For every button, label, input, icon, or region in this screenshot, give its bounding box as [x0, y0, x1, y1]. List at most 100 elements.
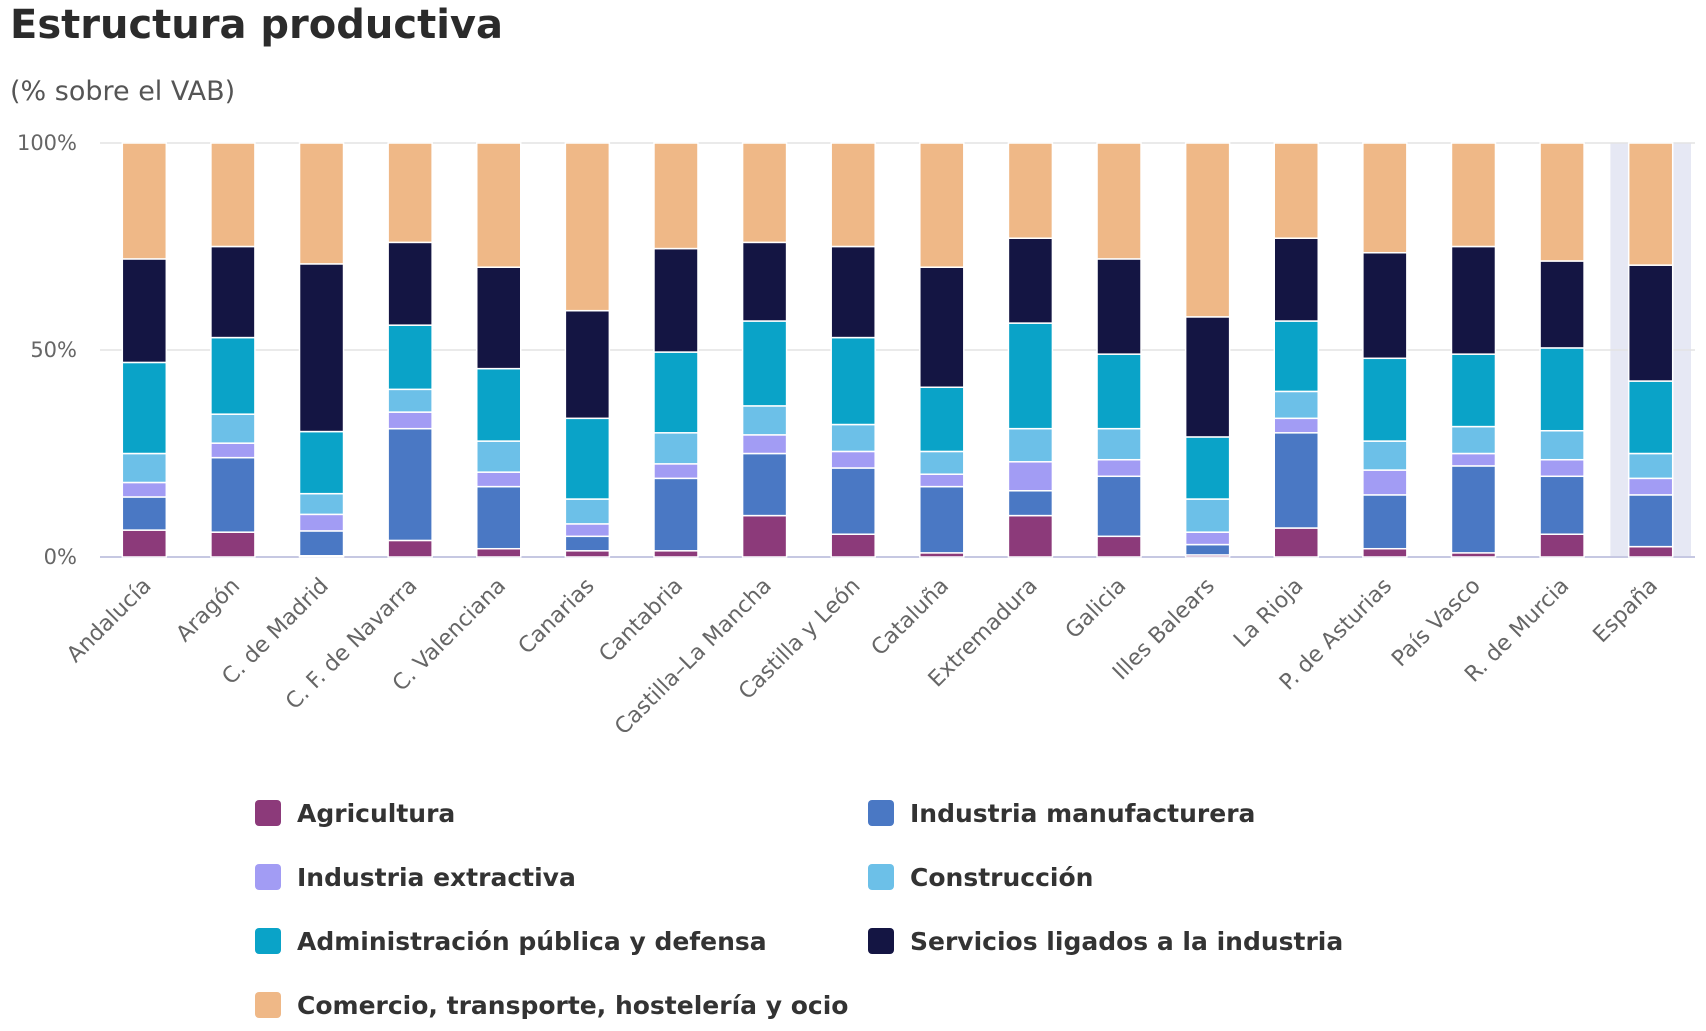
- bar-segment: [653, 351, 699, 434]
- bar-segment: [919, 266, 965, 389]
- bar-segment: [1627, 142, 1674, 266]
- legend-label: Industria manufacturera: [910, 799, 1255, 828]
- bar-segment: [298, 430, 345, 495]
- bar-segment: [1007, 461, 1054, 492]
- bar-segment: [476, 547, 522, 558]
- bar-segment: [1450, 425, 1497, 455]
- bar-segment: [1450, 353, 1497, 428]
- bar-segment: [741, 434, 788, 455]
- bar-segment: [1362, 440, 1408, 471]
- chart-subtitle: (% sobre el VAB): [10, 76, 235, 107]
- bar-segment: [387, 539, 433, 558]
- bar-segment: [919, 473, 965, 488]
- bar-segment: [1184, 436, 1231, 500]
- x-tick-label: Andalucía: [62, 574, 156, 668]
- bar-segment: [387, 241, 433, 326]
- bar-segment: [298, 513, 345, 532]
- bar-segment: [121, 258, 168, 364]
- bar-segment: [653, 463, 699, 480]
- bar-segment: [1184, 142, 1231, 318]
- bar-segment: [1273, 432, 1319, 529]
- legend-swatch: [255, 928, 281, 954]
- bar-segment: [298, 263, 345, 433]
- bar-segment: [830, 423, 876, 453]
- bar-segment: [210, 245, 256, 339]
- bar-segment: [387, 411, 433, 430]
- legend-label: Comercio, transporte, hostelería y ocio: [297, 991, 848, 1020]
- bar-segment: [1627, 264, 1674, 382]
- bar-segment: [1539, 142, 1585, 262]
- bar-segment: [1096, 258, 1142, 355]
- bar-segment: [298, 530, 345, 557]
- bar-segment: [1450, 142, 1497, 248]
- bar-segment: [1539, 429, 1585, 461]
- bar-segment: [1007, 142, 1054, 239]
- bar-segment: [1362, 547, 1408, 558]
- bar-segment: [830, 533, 876, 558]
- bar-segment: [1007, 237, 1054, 324]
- legend-label: Administración pública y defensa: [297, 927, 767, 956]
- bar-segment: [1273, 237, 1319, 322]
- legend-swatch: [868, 928, 894, 954]
- bar-segment: [210, 336, 256, 415]
- bar-segment: [1539, 475, 1585, 535]
- bar-segment: [564, 417, 611, 500]
- bar-segment: [1362, 494, 1408, 550]
- x-tick-label: Castilla–La Mancha: [610, 574, 776, 740]
- bar-segment: [741, 241, 788, 322]
- bar-segment: [1007, 490, 1054, 517]
- bar-segment: [1007, 322, 1054, 430]
- bar-segment: [1184, 543, 1231, 556]
- bar-segment: [121, 529, 168, 558]
- bar-segment: [210, 442, 256, 459]
- bar-segment: [476, 440, 522, 473]
- bar-segment: [1627, 452, 1674, 480]
- bar-segment: [564, 550, 611, 558]
- bar-segment: [830, 245, 876, 339]
- bar-segment: [741, 142, 788, 244]
- bar-segment: [210, 413, 256, 444]
- x-tick-label: Galicia: [1061, 574, 1131, 644]
- legend-swatch: [255, 992, 281, 1018]
- bar-segment: [1627, 494, 1674, 548]
- bar-segment: [653, 247, 699, 353]
- bar-segment: [1184, 316, 1231, 438]
- bar-segment: [387, 427, 433, 542]
- bar-segment: [564, 523, 611, 538]
- bar-segment: [387, 388, 433, 413]
- bar-segment: [1362, 251, 1408, 360]
- bar-segment: [564, 309, 611, 420]
- bar-segment: [121, 481, 168, 498]
- bar-segment: [1096, 535, 1142, 558]
- bar-segment: [1450, 452, 1497, 467]
- bar-segment: [653, 550, 699, 558]
- bar-segment: [741, 514, 788, 558]
- legend-swatch: [868, 864, 894, 890]
- x-tick-label: Canarias: [514, 574, 600, 660]
- bar-segment: [476, 266, 522, 370]
- bar-segment: [564, 142, 611, 312]
- bar-segment: [1096, 142, 1142, 260]
- bar-segment: [1273, 320, 1319, 393]
- bar-segment: [1362, 142, 1408, 254]
- bar-segment: [121, 496, 168, 531]
- bar-segment: [1539, 260, 1585, 349]
- bar-segment: [298, 492, 345, 516]
- bar-segment: [476, 471, 522, 488]
- x-tick-label: Cantabria: [595, 574, 689, 668]
- bar-segment: [1007, 427, 1054, 463]
- bar-segment: [830, 450, 876, 469]
- bar-segment: [210, 142, 256, 248]
- legend-label: Industria extractiva: [297, 863, 576, 892]
- bar-segment: [1450, 245, 1497, 355]
- bar-segment: [476, 485, 522, 550]
- y-tick-label: 0%: [44, 545, 77, 569]
- bar-segment: [830, 142, 876, 248]
- bar-segment: [1007, 514, 1054, 558]
- bar-segment: [1539, 347, 1585, 432]
- bar-segment: [919, 450, 965, 475]
- bar-segment: [298, 142, 345, 265]
- legend-label: Construcción: [910, 863, 1093, 892]
